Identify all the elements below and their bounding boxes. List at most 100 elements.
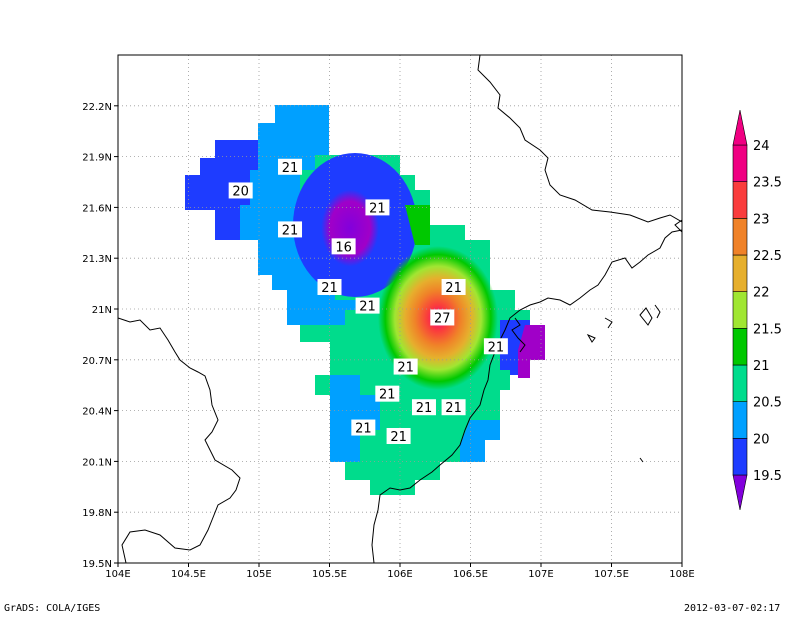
contour-label-box xyxy=(441,399,466,416)
contour-label-box xyxy=(351,419,376,436)
contour-label-text: 21 xyxy=(379,388,396,403)
contour-label: 16 xyxy=(331,238,356,255)
lon-tick-label: 107.5E xyxy=(594,569,629,580)
colorbar-segment xyxy=(732,291,748,329)
field-region-20-5-south xyxy=(330,375,380,462)
lat-tick-label: 21.9N xyxy=(82,153,112,164)
contour-label-box xyxy=(228,182,253,199)
lat-tick-label: 20.7N xyxy=(82,356,112,367)
lon-tick-label: 104.5E xyxy=(171,569,206,580)
contour-label: 21 xyxy=(441,278,466,296)
lon-tick-label: 106E xyxy=(387,569,412,580)
lat-tick-label: 20.4N xyxy=(82,407,112,418)
field-region-east-purple xyxy=(518,325,545,378)
contour-label: 21 xyxy=(393,358,418,376)
timestamp-label: 2012-03-07-02:17 xyxy=(684,603,781,614)
contour-label-text: 21 xyxy=(369,201,386,216)
coastline xyxy=(118,55,682,563)
contour-label-box xyxy=(317,278,342,295)
colorbar-segment xyxy=(732,218,748,256)
lon-tick-label: 104E xyxy=(105,569,130,580)
lon-tick-label: 107E xyxy=(528,569,553,580)
lat-tick-label: 20.1N xyxy=(82,457,112,468)
colorbar-label: 23.5 xyxy=(753,176,782,191)
grid-lines xyxy=(118,55,682,563)
contour-label-box xyxy=(393,358,418,375)
contour-label-box xyxy=(441,278,466,295)
colorbar-under-triangle xyxy=(732,474,748,511)
colorbar-label: 23 xyxy=(753,212,770,227)
lon-tick-label: 108E xyxy=(669,569,694,580)
field-region-20-5-southeast xyxy=(460,420,500,462)
contour-label-box xyxy=(411,399,436,416)
lat-tick-label: 19.5N xyxy=(82,559,112,570)
contour-label: 21 xyxy=(386,428,411,445)
colorbar-segment xyxy=(732,364,748,402)
contour-label: 21 xyxy=(278,158,303,176)
contour-label-text: 21 xyxy=(390,430,407,445)
lat-tick-label: 19.8N xyxy=(82,508,112,519)
colorbar: 19.5 20 20.5 21 21.5 22 22.5 23 23.5 24 xyxy=(732,109,782,511)
colorbar-segment xyxy=(732,438,748,476)
contour-label-box xyxy=(386,428,411,444)
contour-label: 21 xyxy=(483,338,508,355)
lat-tick-label: 21.6N xyxy=(82,203,112,214)
contour-label: 21 xyxy=(355,297,380,315)
colorbar-label: 21 xyxy=(753,359,770,374)
lon-ticks: 104E 104.5E 105E 105.5E 106E 106.5E 107E 107.5E… xyxy=(105,563,695,580)
contour-label: 21 xyxy=(317,278,342,296)
lat-tick-label: 21.3N xyxy=(82,254,112,265)
contour-label-text: 27 xyxy=(434,311,451,326)
lon-tick-label: 106.5E xyxy=(453,569,488,580)
lon-tick-label: 105.5E xyxy=(312,569,347,580)
contour-label: 21 xyxy=(411,399,436,416)
contour-label-text: 21 xyxy=(445,281,462,296)
contour-label-text: 16 xyxy=(335,240,352,255)
colorbar-label: 22.5 xyxy=(753,249,782,264)
colorbar-label: 19.5 xyxy=(753,469,782,484)
contour-label-text: 21 xyxy=(397,361,414,376)
field-cold-core xyxy=(314,180,386,276)
contour-label-box xyxy=(355,297,380,314)
contour-label: 21 xyxy=(351,419,376,437)
field-region-20-west xyxy=(185,140,258,240)
colorbar-segment xyxy=(732,254,748,292)
contour-label: 21 xyxy=(375,385,400,403)
colorbar-segment xyxy=(732,181,748,219)
colorbar-over-triangle xyxy=(732,109,748,146)
lat-tick-label: 21N xyxy=(92,305,112,316)
field-region-21-5-north xyxy=(405,205,430,245)
contour-label-text: 21 xyxy=(359,300,376,315)
colorbar-label: 24 xyxy=(753,139,770,154)
contour-label-text: 21 xyxy=(488,340,505,355)
colorbar-segment xyxy=(732,401,748,439)
contour-label: 27 xyxy=(430,309,455,326)
contour-label: 21 xyxy=(278,221,303,238)
colorbar-label: 22 xyxy=(753,286,770,301)
colorbar-segment xyxy=(732,144,748,182)
lat-ticks: 19.5N 19.8N 20.1N 20.4N 20.7N 21N 21.3N 21.6N 21… xyxy=(82,102,118,570)
colorbar-label: 20.5 xyxy=(753,396,782,411)
contour-label-text: 20 xyxy=(232,184,249,199)
contour-label-box xyxy=(365,199,390,216)
contour-label-box xyxy=(278,221,303,238)
colorbar-label: 21.5 xyxy=(753,322,782,337)
contour-label: 20 xyxy=(228,182,253,199)
contour-label-text: 21 xyxy=(321,281,338,296)
colorbar-label: 20 xyxy=(753,432,770,447)
contour-label-box xyxy=(331,238,356,255)
contour-label-box xyxy=(430,309,455,326)
contour-label-text: 21 xyxy=(355,422,372,437)
contour-label-text: 21 xyxy=(416,401,433,416)
credit-label: GrADS: COLA/IGES xyxy=(4,603,101,614)
contour-label-text: 21 xyxy=(282,161,299,176)
colorbar-segment xyxy=(732,328,748,366)
contour-label-text: 21 xyxy=(445,401,462,416)
contour-label-box xyxy=(278,158,303,175)
lon-tick-label: 105E xyxy=(246,569,271,580)
contour-label-text: 21 xyxy=(282,223,299,238)
contour-label: 21 xyxy=(441,399,466,416)
